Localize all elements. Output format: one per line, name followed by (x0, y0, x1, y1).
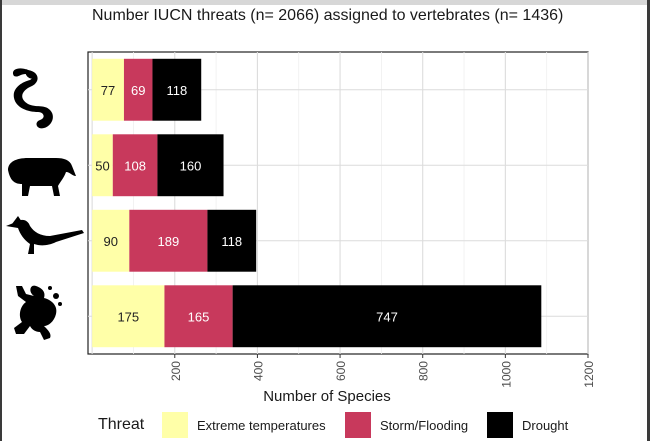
legend-title: Threat (98, 416, 145, 433)
bar-segment (92, 134, 113, 197)
bar-value-label: 118 (166, 83, 187, 98)
bar-segment (92, 285, 165, 348)
bar-value-label: 165 (188, 309, 210, 324)
bar-value-label: 175 (117, 309, 139, 324)
bar-value-label: 108 (124, 158, 146, 173)
legend-label-extreme-temperatures: Extreme temperatures (197, 418, 326, 433)
window-top-border (0, 0, 650, 5)
bar-value-label: 77 (101, 83, 115, 98)
x-axis-label: Number of Species (263, 388, 391, 405)
bar-segment (207, 209, 257, 272)
bar-segment (112, 134, 158, 197)
x-tick-label: 600 (334, 361, 348, 381)
bar-value-label: 50 (95, 158, 109, 173)
x-tick-label: 400 (251, 361, 265, 381)
legend-label-storm-flooding: Storm/Flooding (380, 418, 469, 433)
bar-value-label: 90 (103, 234, 117, 249)
bar-segment (92, 58, 124, 121)
bar-segment (123, 58, 153, 121)
x-tick-label: 1000 (499, 361, 513, 388)
legend-swatch-drought (487, 412, 513, 438)
bar-segment (92, 209, 130, 272)
chart-title: Number IUCN threats (n= 2066) assigned t… (92, 7, 564, 24)
bars: 77 69 118 50 108 160 90 189 118 175 165 747 (92, 58, 542, 348)
bar-segment (129, 209, 208, 272)
legend-swatch-extreme-temperatures (162, 412, 188, 438)
bar-value-label: 160 (180, 158, 202, 173)
legend-swatch-storm-flooding (345, 412, 371, 438)
window-left-border (0, 0, 2, 441)
bar-segment (232, 285, 542, 348)
bar-value-label: 747 (376, 309, 398, 324)
x-axis-ticks: 200 400 600 800 1000 1200 (169, 354, 596, 388)
bar-segment (152, 58, 202, 121)
window-right-border (647, 0, 650, 441)
x-tick-label: 800 (417, 361, 431, 381)
frog-icon (14, 285, 62, 340)
bar-value-label: 69 (131, 83, 145, 98)
bar-segment (164, 285, 233, 348)
bar-segment (157, 134, 224, 197)
legend-label-drought: Drought (522, 418, 569, 433)
x-tick-label: 200 (169, 361, 183, 381)
roadrunner-bird-icon (6, 216, 84, 254)
bar-value-label: 118 (221, 234, 242, 249)
bar-value-label: 189 (158, 234, 180, 249)
x-tick-label: 1200 (582, 361, 596, 388)
tapir-icon (8, 158, 76, 196)
snake-icon (12, 68, 53, 129)
